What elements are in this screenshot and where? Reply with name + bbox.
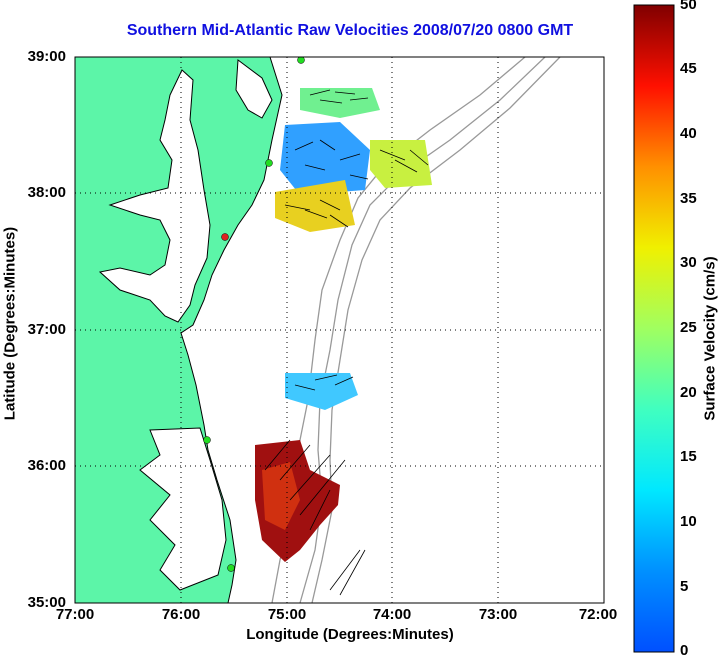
y-tick-label: 36:00 <box>27 457 66 474</box>
colorbar-tick-label: 45 <box>680 60 697 77</box>
y-axis-label: Latitude (Degrees:Minutes) <box>1 226 19 421</box>
colorbar-tick-label: 5 <box>680 578 689 595</box>
colorbar-label: Surface Velocity (cm/s) <box>701 256 719 421</box>
station-marker <box>297 57 305 64</box>
colorbar-tick-label: 10 <box>680 513 697 530</box>
map-grid <box>75 57 604 603</box>
x-tick-label: 76:00 <box>161 606 201 623</box>
colorbar-tick-label: 25 <box>680 319 697 336</box>
x-axis-label: Longitude (Degrees:Minutes) <box>246 626 454 643</box>
x-tick-label: 75:00 <box>267 606 307 623</box>
map-title: Southern Mid-Atlantic Raw Velocities 200… <box>126 22 574 39</box>
velocity-patch-virginia <box>285 373 358 410</box>
velocity-patch-hatteras-core <box>262 462 300 530</box>
y-tick-label: 37:00 <box>27 321 66 338</box>
station-marker <box>265 159 273 167</box>
x-tick-label: 74:00 <box>372 606 412 623</box>
y-tick-label: 39:00 <box>27 48 66 65</box>
plot-frame <box>74 56 605 604</box>
chesapeake-bay <box>98 69 211 323</box>
velocity-patch-maryland-east <box>370 140 432 188</box>
stations <box>203 57 305 572</box>
colorbar-tick-label: 20 <box>680 384 697 401</box>
station-marker <box>227 564 235 572</box>
colorbar-tick-label: 15 <box>680 448 697 465</box>
y-tick-label: 35:00 <box>27 594 66 611</box>
colorbar-tick-label: 40 <box>680 125 697 142</box>
station-marker-alert <box>221 233 229 241</box>
x-tick-label: 72:00 <box>578 606 618 623</box>
x-tick-label: 73:00 <box>478 606 518 623</box>
delaware-bay <box>235 59 273 119</box>
velocity-field <box>255 88 432 562</box>
colorbar-tick-label: 30 <box>680 254 697 271</box>
pamlico-sound <box>139 427 227 591</box>
velocity-patch-maryland-north <box>280 122 370 195</box>
velocity-arrows <box>264 89 429 596</box>
colorbar <box>633 4 675 653</box>
y-tick-label: 38:00 <box>27 184 66 201</box>
colorbar-tick-label: 50 <box>680 0 697 13</box>
station-marker <box>203 436 211 444</box>
x-tick-label: 77:00 <box>55 606 95 623</box>
colorbar-tick-label: 0 <box>680 642 689 659</box>
colorbar-tick-label: 35 <box>680 190 697 207</box>
